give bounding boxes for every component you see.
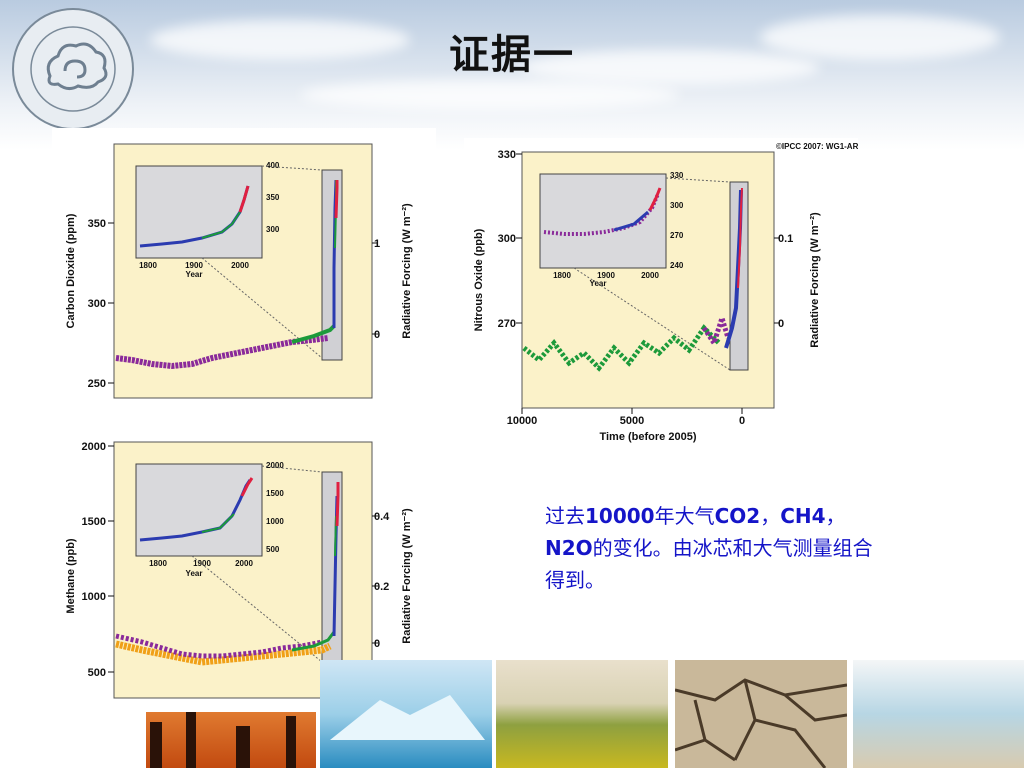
n2o-ytick-300: 300 xyxy=(498,233,516,245)
ch4-chart: 2000 1500 1000 500 Methane (ppb) 0.4 0.2… xyxy=(65,441,413,699)
n2o-inset-ytick-300: 300 xyxy=(670,201,684,210)
co2-ylabel: Carbon Dioxide (ppm) xyxy=(65,213,77,328)
n2o-chart: ©IPCC 2007: WG1-AR4 330 300 270 Nitrous … xyxy=(473,142,858,443)
co2-ytick-350: 350 xyxy=(88,218,106,230)
ch4-inset-xtick-1900: 1900 xyxy=(193,559,211,568)
ch4-ytick-500: 500 xyxy=(88,667,106,679)
n2o-inset-ytick-330: 330 xyxy=(670,171,684,180)
photo-beach xyxy=(853,660,1024,768)
ch4-ytick-2000: 2000 xyxy=(82,441,106,453)
n2o-xtick-5000: 5000 xyxy=(620,415,644,427)
ch4-inset-xtick-1800: 1800 xyxy=(149,559,167,568)
photo-iceberg xyxy=(320,660,492,768)
co2-inset-xtick-2000: 2000 xyxy=(231,261,249,270)
n2o-inset xyxy=(539,173,667,269)
n2o-rlabel: Radiative Forcing (W m⁻²) xyxy=(809,212,821,348)
co2-rtick-0: 0 xyxy=(374,329,380,341)
n2o-bottom-axis: 10000 5000 0 Time (before 2005) xyxy=(507,408,745,443)
ch4-rtick-0.2: 0.2 xyxy=(374,581,389,593)
ch4-inset-ytick-1000: 1000 xyxy=(266,517,284,526)
ch4-rlabel: Radiative Forcing (W m⁻²) xyxy=(401,508,413,644)
slide-caption: 过去10000年大气CO2，CH4，N2O的变化。由冰芯和大气测量组合得到。 xyxy=(545,504,873,592)
ch4-rtick-0.4: 0.4 xyxy=(374,511,390,523)
ch4-inset-xlabel: Year xyxy=(186,569,203,578)
co2-ytick-300: 300 xyxy=(88,298,106,310)
ch4-inset-ytick-2000: 2000 xyxy=(266,461,284,470)
photo-field xyxy=(496,660,668,768)
ch4-left-axis: 2000 1500 1000 500 Methane (ppb) xyxy=(65,441,114,679)
ch4-ytick-1000: 1000 xyxy=(82,591,106,603)
n2o-ytick-270: 270 xyxy=(498,318,516,330)
n2o-right-axis: 0.1 0 Radiative Forcing (W m⁻²) xyxy=(774,212,821,348)
co2-inset-ytick-350: 350 xyxy=(266,193,280,202)
n2o-rtick-0: 0 xyxy=(778,318,784,330)
co2-inset-xlabel: Year xyxy=(186,270,203,279)
co2-chart-panel: 350 300 250 Carbon Dioxide (ppm) 1 0 Rad… xyxy=(52,128,436,408)
n2o-inset-xtick-1900: 1900 xyxy=(597,271,615,280)
ch4-inset-xtick-2000: 2000 xyxy=(235,559,253,568)
co2-inset-xtick-1900: 1900 xyxy=(185,261,203,270)
n2o-inset-xtick-2000: 2000 xyxy=(641,271,659,280)
n2o-xtick-10000: 10000 xyxy=(507,415,538,427)
ch4-inset xyxy=(135,463,263,557)
n2o-left-axis: 330 300 270 Nitrous Oxide (ppb) xyxy=(473,149,522,331)
n2o-credit: ©IPCC 2007: WG1-AR4 xyxy=(776,142,858,151)
sky-banner xyxy=(0,0,1024,150)
co2-right-axis: 1 0 Radiative Forcing (W m⁻²) xyxy=(372,203,413,341)
n2o-inset-ytick-240: 240 xyxy=(670,261,684,270)
co2-inset-ytick-300: 300 xyxy=(266,225,280,234)
n2o-inset-ytick-270: 270 xyxy=(670,231,684,240)
co2-ytick-250: 250 xyxy=(88,378,106,390)
ch4-inset-ytick-1500: 1500 xyxy=(266,489,284,498)
n2o-ytick-330: 330 xyxy=(498,149,516,161)
co2-chart: 350 300 250 Carbon Dioxide (ppm) 1 0 Rad… xyxy=(65,143,413,399)
ch4-chart-panel: 2000 1500 1000 500 Methane (ppb) 0.4 0.2… xyxy=(52,436,436,712)
ch4-rtick-0: 0 xyxy=(374,638,380,650)
ch4-ylabel: Methane (ppb) xyxy=(65,538,77,613)
n2o-xtick-0: 0 xyxy=(739,415,745,427)
n2o-rtick-0.1: 0.1 xyxy=(778,233,793,245)
co2-rtick-1: 1 xyxy=(374,238,380,250)
slide-title: 证据一 xyxy=(449,32,575,78)
ch4-ytick-1500: 1500 xyxy=(82,516,106,528)
co2-left-axis: 350 300 250 Carbon Dioxide (ppm) xyxy=(65,213,114,390)
n2o-inset-xtick-1800: 1800 xyxy=(553,271,571,280)
n2o-ylabel: Nitrous Oxide (ppb) xyxy=(473,228,485,331)
n2o-xlabel: Time (before 2005) xyxy=(599,431,696,443)
n2o-chart-panel: ©IPCC 2007: WG1-AR4 330 300 270 Nitrous … xyxy=(464,138,858,452)
ch4-right-axis: 0.4 0.2 0 Radiative Forcing (W m⁻²) xyxy=(372,508,413,650)
co2-rlabel: Radiative Forcing (W m⁻²) xyxy=(401,203,413,339)
co2-inset-xtick-1800: 1800 xyxy=(139,261,157,270)
ch4-inset-ytick-500: 500 xyxy=(266,545,280,554)
co2-inset-ytick-400: 400 xyxy=(266,161,280,170)
photo-cracked-earth xyxy=(674,660,848,769)
photo-industrial xyxy=(146,712,316,768)
cma-logo xyxy=(12,8,134,130)
